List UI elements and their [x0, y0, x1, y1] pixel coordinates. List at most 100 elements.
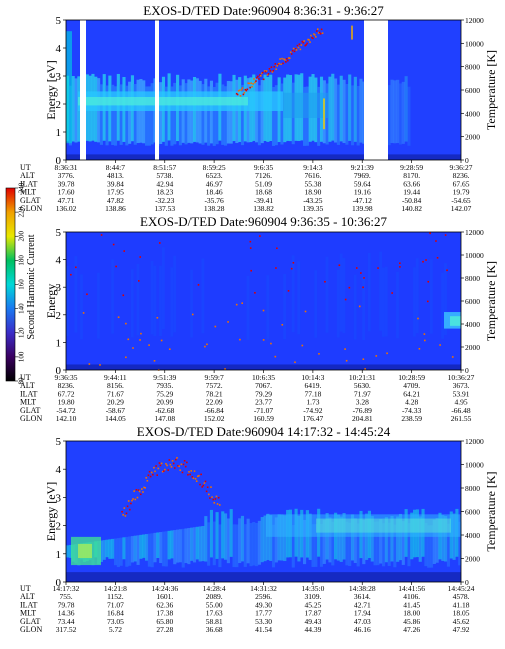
spectrum-stripe	[370, 516, 374, 562]
table-cell: 238.59	[401, 414, 422, 423]
spectrum-stripe	[353, 76, 357, 142]
table-cell: 51.09	[255, 179, 272, 188]
y2-tick-label: 8000	[465, 274, 480, 283]
temperature-point	[293, 50, 296, 53]
temperature-point	[386, 352, 388, 355]
spectrum-stripe	[345, 83, 349, 145]
spectrum-stripe	[280, 514, 284, 561]
temperature-point	[446, 269, 448, 272]
temperature-point	[244, 88, 247, 91]
spectrum-stripe	[74, 78, 78, 143]
spectrum-stripe	[178, 85, 182, 146]
y2-tick-label: 6000	[465, 86, 480, 95]
spectrum-stripe	[356, 523, 360, 567]
spectrum-stripe	[362, 81, 366, 144]
table-cell: 75.29	[156, 389, 173, 398]
spectrum-stripe	[277, 514, 281, 561]
temperature-point	[377, 267, 379, 269]
spectrum-stripe	[390, 79, 394, 144]
temperature-point	[182, 463, 185, 466]
spectrum-stripe	[444, 263, 447, 336]
spectrum-stripe	[429, 259, 433, 334]
temperature-point	[169, 463, 172, 466]
temperature-point	[183, 460, 186, 462]
temperature-point	[391, 292, 393, 294]
temperature-point	[212, 498, 214, 501]
temperature-point	[250, 269, 252, 272]
temperature-point	[175, 458, 177, 461]
temperature-point	[307, 38, 309, 41]
temperature-point	[145, 477, 148, 479]
temperature-point	[344, 298, 347, 301]
row-label: ILAT	[20, 600, 37, 609]
temperature-point	[319, 32, 322, 35]
spectrum-stripe	[66, 545, 70, 558]
temperature-point	[297, 46, 300, 49]
spectrum-stripe	[356, 85, 360, 146]
spectrum-stripe	[334, 78, 338, 143]
spectrum-stripe	[252, 521, 256, 566]
y-tick-label: 3	[56, 282, 62, 294]
spectrum-stripe	[113, 538, 118, 566]
table-cell: 8:44:7	[106, 163, 125, 172]
temperature-point	[125, 512, 128, 515]
spectrum-stripe	[387, 85, 391, 146]
spectrum-stripe	[387, 522, 391, 566]
temperature-point	[179, 469, 182, 471]
table-cell: 5630.	[354, 381, 371, 390]
spectrum-stripe	[122, 537, 126, 560]
spectrum-stripe	[209, 509, 214, 558]
spectrum-stripe	[125, 536, 129, 567]
spectrum-stripe	[359, 78, 363, 143]
temperature-point	[207, 493, 210, 496]
spectrum-stripe	[407, 523, 411, 567]
temperature-point	[173, 467, 176, 469]
low-energy-band	[66, 572, 461, 582]
table-cell: 5.72	[109, 625, 122, 634]
spectrum-stripe	[99, 84, 103, 145]
spectrum-stripe	[71, 75, 75, 142]
temperature-point	[281, 323, 284, 326]
spectrum-stripe	[446, 523, 451, 567]
temperature-point	[344, 348, 346, 350]
spectrum-stripe	[246, 518, 250, 564]
temperature-point	[190, 470, 193, 472]
table-cell: -74.92	[303, 406, 323, 415]
y2-tick-label: 4000	[465, 109, 480, 118]
spectrum-stripe	[173, 530, 177, 565]
spectrum-stripe	[176, 529, 180, 563]
temperature-point	[273, 66, 276, 68]
temperature-point	[345, 359, 348, 362]
spectrum-stripe	[297, 515, 301, 562]
temperature-point	[157, 467, 160, 470]
table-cell: -62.68	[155, 406, 175, 415]
temperature-point	[197, 475, 199, 478]
temperature-point	[215, 495, 218, 498]
row-label: GLAT	[20, 617, 41, 626]
temperature-point	[156, 316, 159, 319]
table-cell: 5738.	[156, 171, 173, 180]
row-label: ALT	[20, 592, 35, 601]
spectrum-stripe	[401, 81, 405, 144]
spectrum-stripe	[190, 80, 194, 144]
table-cell: 8:51:57	[153, 163, 176, 172]
spectrum-stripe	[128, 536, 132, 566]
temperature-point	[314, 34, 316, 36]
spectrum-stripe	[147, 86, 151, 146]
spectrum-stripe	[136, 535, 140, 565]
temperature-point	[141, 488, 143, 490]
y-tick-label: 0	[56, 365, 62, 377]
temperature-point	[362, 286, 364, 289]
table-cell: 2596.	[255, 592, 272, 601]
spectrum-stripe	[407, 86, 411, 146]
temperature-point	[123, 507, 126, 509]
spectrum-stripe	[212, 86, 216, 146]
temperature-point	[306, 42, 308, 45]
table-cell: 47.71	[58, 196, 75, 205]
temperature-point	[263, 70, 266, 72]
temperature-point	[256, 77, 258, 79]
y2-tick-label: 2000	[465, 343, 480, 352]
y2-tick-label: 10000	[465, 39, 484, 48]
y-tick-label: 5	[56, 436, 62, 448]
